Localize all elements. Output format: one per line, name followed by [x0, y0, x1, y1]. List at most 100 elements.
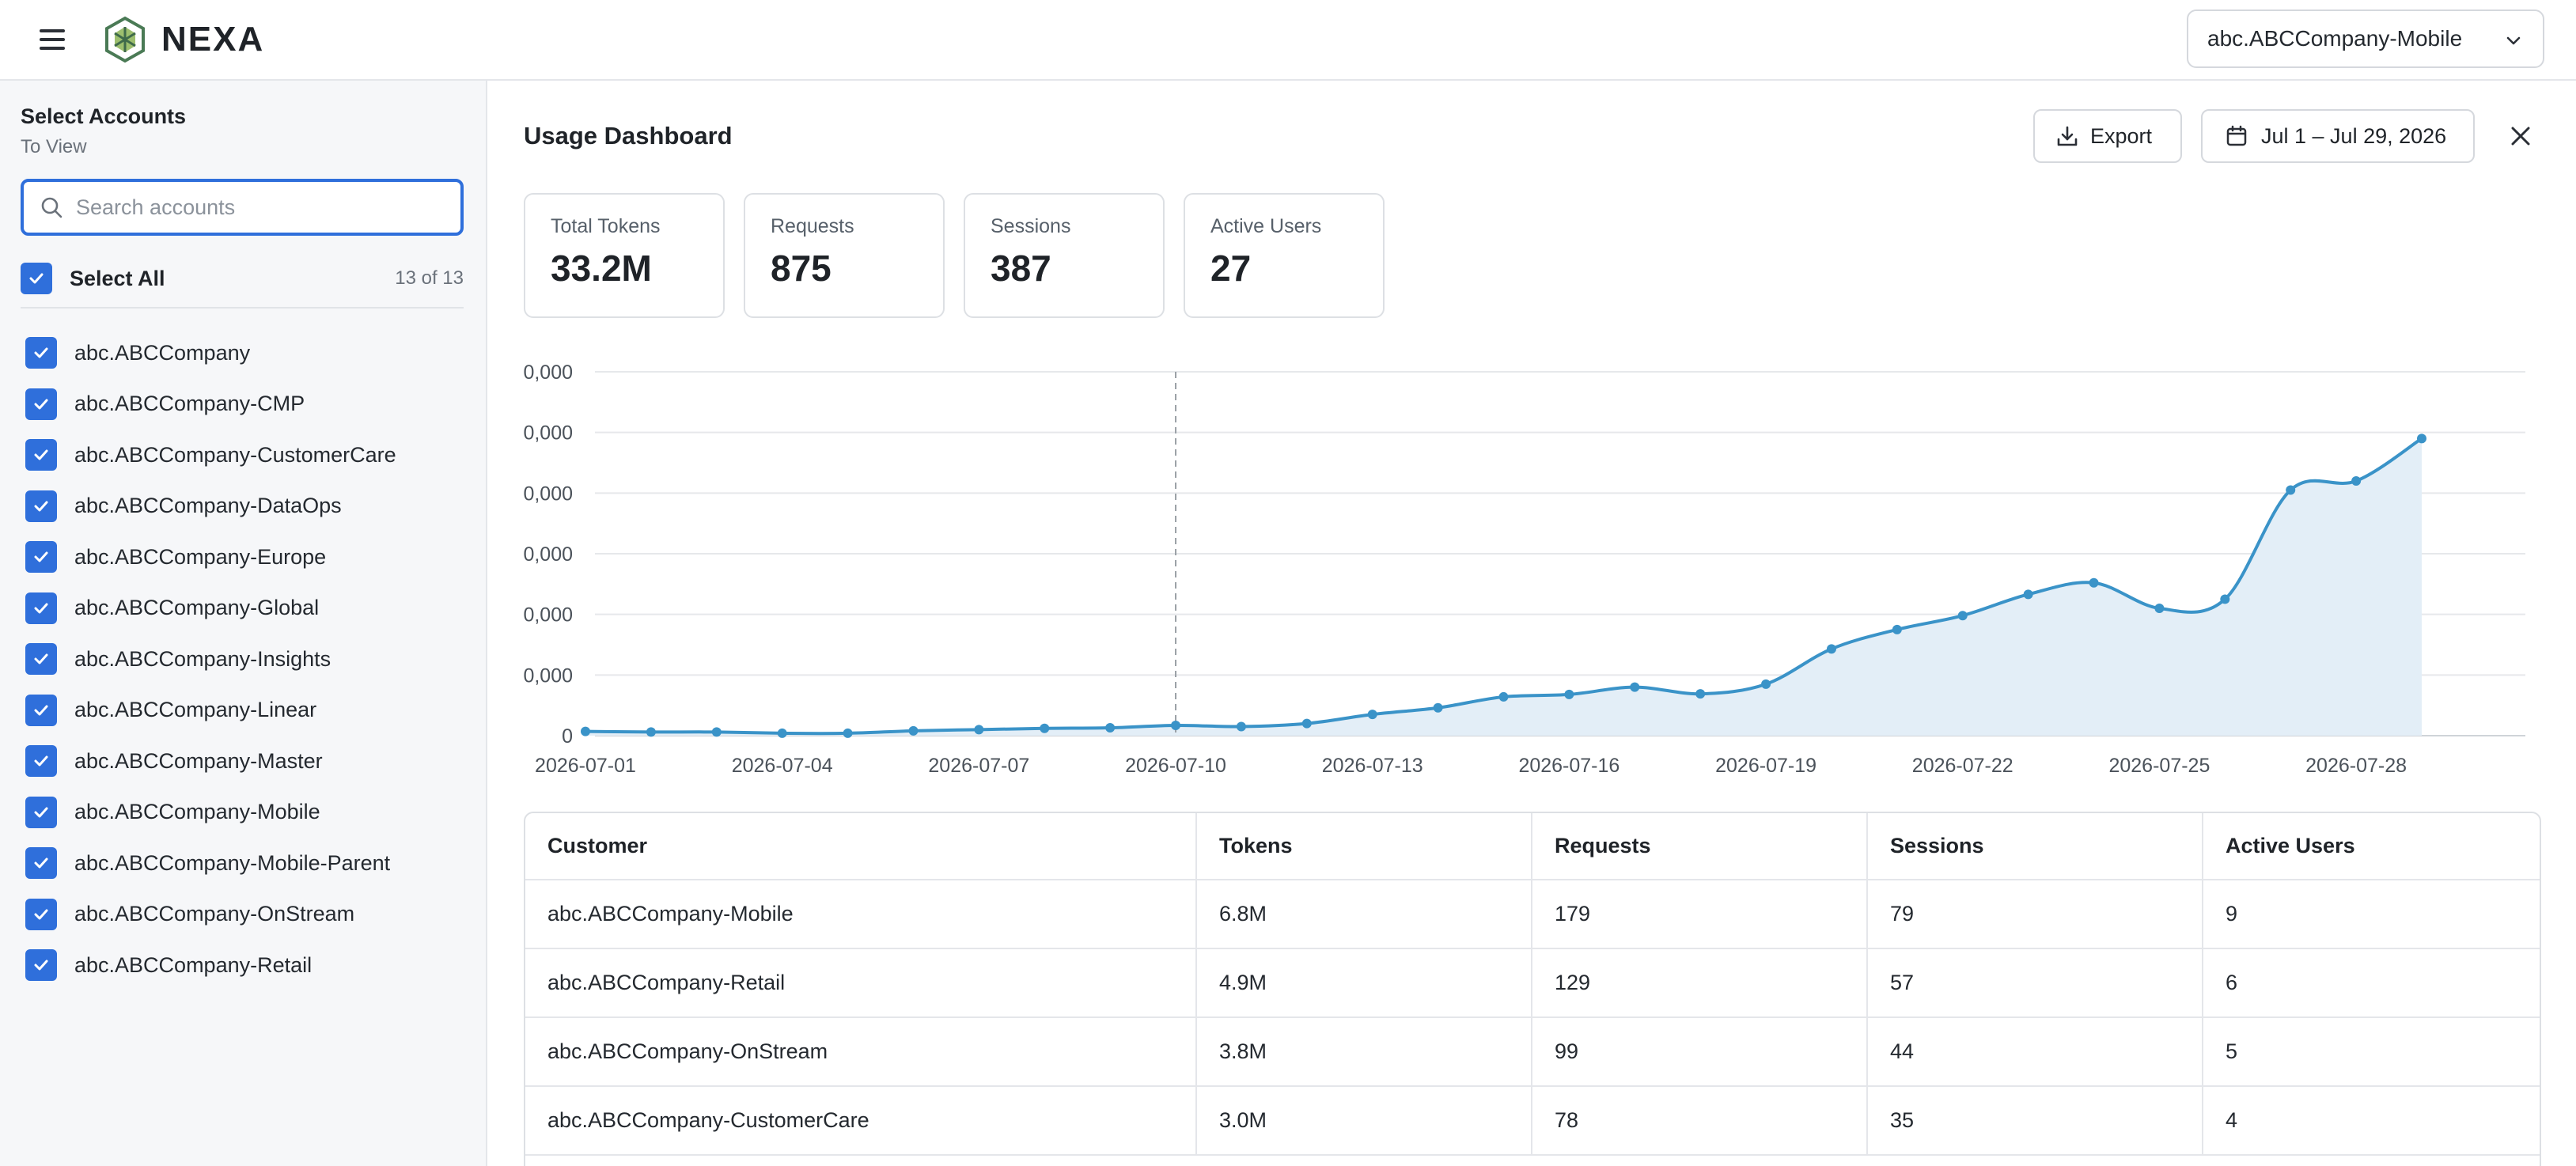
account-item[interactable]: abc.ABCCompany-Global [25, 583, 468, 634]
select-all-row[interactable]: Select All 13 of 13 [21, 259, 464, 297]
hamburger-icon[interactable] [40, 24, 71, 55]
stat-value: 27 [1210, 248, 1252, 289]
stat-label: Sessions [991, 215, 1071, 237]
close-icon[interactable] [2505, 120, 2536, 152]
check-icon [34, 449, 48, 460]
x-tick-label: 2026-07-28 [2305, 755, 2407, 777]
account-label: abc.ABCCompany-Insights [74, 646, 331, 671]
data-point [1301, 718, 1312, 729]
data-point [1892, 624, 1902, 634]
table-cell: abc.ABCCompany-Mobile [525, 880, 1197, 949]
date-range-label: Jul 1 – Jul 29, 2026 [2261, 123, 2447, 148]
select-all-checkbox[interactable] [21, 263, 52, 294]
stat-label: Requests [771, 215, 854, 237]
data-point [843, 728, 853, 738]
account-item[interactable]: abc.ABCCompany-Retail [25, 940, 468, 991]
column-header[interactable]: Requests [1532, 813, 1868, 880]
export-button[interactable]: Export [2033, 109, 2182, 163]
data-point [1105, 723, 1116, 733]
table-cell: 35 [1867, 1086, 2203, 1156]
table-row[interactable]: abc.ABCCompany-Retail 4.9M 129 57 6 [525, 948, 2540, 1018]
x-tick-label: 2026-07-01 [535, 755, 636, 777]
y-tick-label: 0 [562, 725, 573, 748]
account-label: abc.ABCCompany-Mobile [74, 800, 320, 824]
account-checkbox[interactable] [25, 694, 57, 726]
x-tick-label: 2026-07-22 [1912, 755, 2013, 777]
check-icon [34, 857, 48, 869]
top-bar: NEXA abc.ABCCompany-Mobile [0, 0, 2576, 81]
account-label: abc.ABCCompany-CustomerCare [74, 442, 396, 467]
table-cell: 6 [2203, 948, 2540, 1018]
column-header[interactable]: Sessions [1867, 813, 2203, 880]
account-item[interactable]: abc.ABCCompany-Europe [25, 532, 468, 583]
column-header[interactable]: Customer [525, 813, 1197, 880]
account-checkbox[interactable] [25, 898, 57, 930]
account-item[interactable]: abc.ABCCompany-Mobile [25, 787, 468, 839]
y-tick-label: 4,000,000 [524, 483, 573, 505]
data-point [1564, 689, 1574, 699]
check-icon [34, 909, 48, 920]
table-cell: abc.ABCCompany-Retail [525, 948, 1197, 1018]
data-point [908, 725, 919, 736]
table-cell: 179 [1532, 880, 1868, 949]
chevron-down-icon [2506, 36, 2521, 45]
usage-table: Customer Tokens Requests Sessions Active Use… [524, 812, 2541, 1166]
account-checkbox[interactable] [25, 388, 57, 420]
table-row[interactable]: abc.ABCCompany-Mobile 6.8M 179 79 9 [525, 880, 2540, 949]
data-point [974, 725, 984, 735]
data-point [1040, 723, 1050, 733]
account-item[interactable]: abc.ABCCompany-Insights [25, 634, 468, 685]
calendar-icon [2226, 125, 2247, 146]
account-item[interactable]: abc.ABCCompany-Mobile-Parent [25, 838, 468, 889]
account-checkbox[interactable] [25, 847, 57, 880]
search-input[interactable] [76, 195, 456, 220]
account-checkbox[interactable] [25, 337, 57, 369]
account-item[interactable]: abc.ABCCompany-OnStream [25, 889, 468, 941]
account-item[interactable]: abc.ABCCompany-CustomerCare [25, 430, 468, 481]
account-item[interactable]: abc.ABCCompany [25, 327, 468, 379]
table-cell: 5 [2203, 1017, 2540, 1087]
account-checkbox[interactable] [25, 745, 57, 778]
table-header-row: Customer Tokens Requests Sessions Active Use… [525, 813, 2540, 880]
table-cell: 4 [2203, 1086, 2540, 1156]
check-icon [34, 755, 48, 767]
table-cell: 6.8M [1196, 880, 1532, 949]
table-row[interactable]: abc.ABCCompany-OnStream 3.8M 99 44 5 [525, 1017, 2540, 1087]
account-checkbox[interactable] [25, 796, 57, 828]
account-item[interactable]: abc.ABCCompany-Master [25, 736, 468, 787]
table-cell: 57 [1867, 948, 2203, 1018]
table-cell: 129 [1532, 948, 1868, 1018]
stat-value: 875 [771, 248, 832, 289]
x-tick-label: 2026-07-19 [1715, 755, 1816, 777]
data-point [2286, 485, 2296, 495]
stat-label: Active Users [1210, 215, 1322, 237]
x-tick-label: 2026-07-25 [2108, 755, 2210, 777]
data-point [1761, 679, 1771, 689]
sidebar-title: Select Accounts [21, 104, 187, 128]
account-checkbox[interactable] [25, 643, 57, 676]
account-checkbox[interactable] [25, 439, 57, 471]
nexa-logo-icon [105, 16, 145, 63]
date-range-button[interactable]: Jul 1 – Jul 29, 2026 [2201, 109, 2475, 163]
data-point [1433, 702, 1443, 713]
account-dropdown-value: abc.ABCCompany-Mobile [2207, 26, 2463, 51]
account-checkbox[interactable] [25, 949, 57, 982]
account-dropdown[interactable]: abc.ABCCompany-Mobile [2187, 9, 2544, 68]
account-checkbox[interactable] [25, 541, 57, 574]
data-point [1695, 689, 1706, 699]
account-item[interactable]: abc.ABCCompany-Linear [25, 685, 468, 736]
data-point [711, 727, 722, 737]
data-point [1171, 720, 1181, 730]
data-point [2351, 476, 2362, 486]
column-header[interactable]: Tokens [1196, 813, 1532, 880]
account-label: abc.ABCCompany [74, 340, 251, 365]
table-row[interactable]: abc.ABCCompany-CustomerCare 3.0M 78 35 4 [525, 1086, 2540, 1156]
main-content: Usage Dashboard Export Jul 1 – Jul 29, 2… [489, 81, 2576, 1166]
check-icon [34, 551, 48, 562]
account-checkbox[interactable] [25, 490, 57, 522]
account-label: abc.ABCCompany-Mobile-Parent [74, 850, 391, 875]
account-checkbox[interactable] [25, 592, 57, 624]
account-item[interactable]: abc.ABCCompany-DataOps [25, 481, 468, 532]
column-header[interactable]: Active Users [2203, 813, 2540, 880]
account-item[interactable]: abc.ABCCompany-CMP [25, 379, 468, 430]
